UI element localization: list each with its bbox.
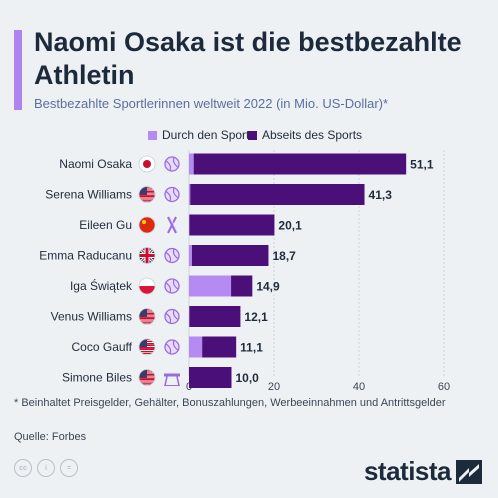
balance-beam-icon (164, 373, 180, 386)
category-label: Coco Gauff (72, 340, 133, 354)
legend-label-off-field: Abseits des Sports (262, 128, 363, 142)
bar-off-field (189, 306, 241, 327)
bar-total-label: 14,9 (256, 280, 280, 294)
bar-on-field (189, 245, 192, 266)
category-label: Venus Williams (51, 310, 132, 324)
tennis-ball-icon (164, 247, 180, 264)
category-label: Simone Biles (62, 371, 132, 385)
category-label: Naomi Osaka (59, 157, 132, 171)
bar-total-label: 11,1 (240, 341, 263, 355)
legend-swatch-on-field (148, 130, 157, 140)
creative-commons-icon[interactable]: cc (14, 459, 32, 477)
bar-total-label: 20,1 (278, 219, 302, 233)
bar-total-label: 18,7 (272, 249, 296, 263)
uk-flag-icon (138, 247, 156, 264)
china-flag-icon (138, 216, 156, 234)
bar-off-field (191, 245, 269, 266)
bar-off-field (193, 153, 407, 175)
tennis-ball-icon (164, 339, 180, 355)
tennis-ball-icon (164, 156, 180, 172)
category-label: Iga Świątek (70, 278, 133, 293)
bar-on-field (189, 275, 232, 297)
bar-off-field (190, 184, 365, 205)
x-tick-label: 60 (438, 381, 450, 393)
bar-off-field (231, 275, 253, 297)
japan-flag-icon (138, 155, 156, 173)
statista-logo-icon (456, 459, 482, 484)
bar-off-field (202, 336, 237, 358)
tennis-ball-icon (164, 278, 180, 294)
bar-total-label: 12,1 (244, 310, 268, 324)
title-accent-bar (14, 30, 22, 110)
no-derivatives-icon[interactable]: = (60, 459, 78, 477)
bar-on-field (189, 153, 194, 175)
bar-off-field (189, 367, 232, 388)
bar-on-field (189, 336, 203, 358)
legend-item-off-field: Abseits des Sports (248, 128, 362, 142)
footnote: * Beinhaltet Preisgelder, Gehälter, Bonu… (14, 397, 446, 409)
usa-flag-icon (138, 308, 156, 325)
source: Quelle: Forbes (14, 431, 87, 443)
usa-flag-icon (138, 369, 156, 386)
x-tick-label: 20 (268, 381, 280, 393)
category-label: Eileen Gu (79, 218, 132, 232)
brand-name: statista (363, 456, 452, 486)
usa-flag-icon (138, 338, 156, 356)
category-label: Serena Williams (45, 188, 132, 202)
legend: Durch den Sport Abseits des Sports (0, 128, 498, 144)
bar-off-field (189, 214, 275, 236)
attribution-icon[interactable]: i (37, 459, 55, 477)
tennis-ball-icon (164, 308, 180, 325)
bar-total-label: 51,1 (410, 158, 434, 172)
tennis-ball-icon (164, 186, 180, 203)
legend-swatch-off-field (248, 130, 257, 140)
legend-label-on-field: Durch den Sport (162, 128, 250, 142)
usa-flag-icon (138, 186, 156, 203)
chart-subtitle: Bestbezahlte Sportlerinnen weltweit 2022… (34, 96, 389, 111)
statista-logo[interactable]: statista (364, 456, 482, 487)
poland-flag-icon (138, 277, 156, 295)
legend-item-on-field: Durch den Sport (148, 128, 249, 142)
bar-on-field (189, 184, 191, 205)
bar-total-label: 41,3 (369, 188, 393, 202)
bar-total-label: 10,0 (236, 371, 260, 385)
ski-icon (167, 216, 179, 234)
category-label: Emma Raducanu (39, 249, 132, 263)
chart-title: Naomi Osaka ist die bestbezahlte Athleti… (34, 27, 462, 90)
license-icons: cc i = (14, 459, 78, 477)
x-tick-label: 40 (353, 381, 365, 393)
